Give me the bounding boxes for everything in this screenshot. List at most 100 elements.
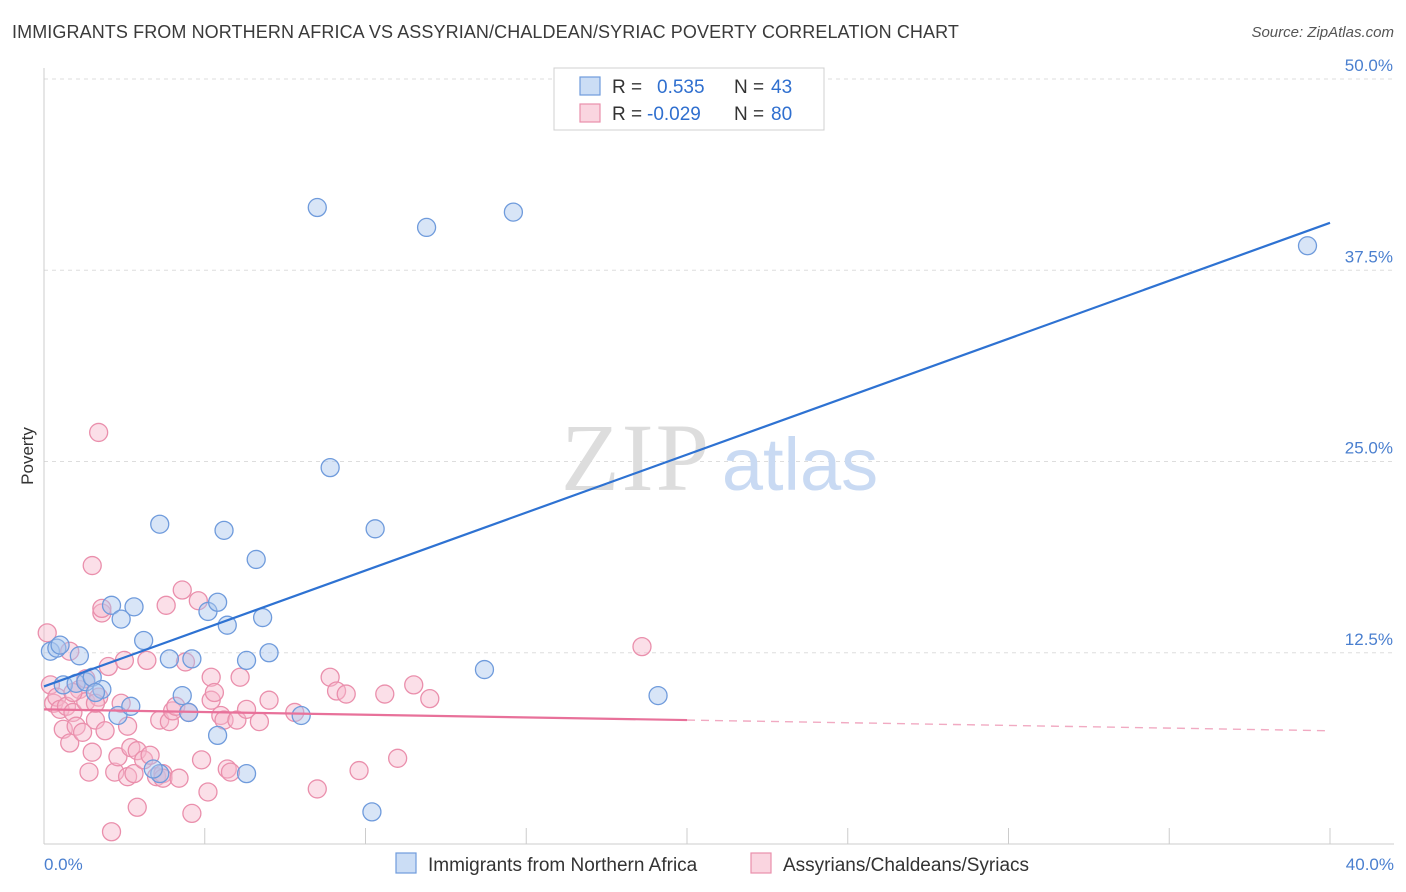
bottom-legend: Immigrants from Northern Africa Assyrian… bbox=[395, 852, 1029, 876]
legend-r-value-blue: 0.535 bbox=[657, 77, 705, 98]
legend-n-value-pink: 80 bbox=[771, 104, 792, 125]
y-axis-label: Poverty bbox=[18, 427, 37, 485]
x-tick-label-min: 0.0% bbox=[44, 855, 83, 874]
blue-point-41 bbox=[121, 696, 141, 716]
pink-point-63 bbox=[230, 667, 250, 687]
pink-point-66 bbox=[259, 690, 279, 710]
pink-point-33 bbox=[124, 763, 144, 784]
blue-point-38 bbox=[648, 685, 668, 706]
blue-point-15 bbox=[150, 514, 170, 534]
blue-trend-line bbox=[43, 221, 1331, 688]
blue-point-25 bbox=[236, 650, 257, 671]
pink-point-71 bbox=[336, 684, 356, 704]
pink-trend-line-dashed bbox=[686, 719, 1331, 732]
pink-point-0 bbox=[37, 623, 57, 643]
legend-r-label-pink: R = bbox=[612, 104, 642, 125]
x-tick-label-max: 40.0% bbox=[1346, 855, 1394, 874]
bottom-legend-swatch-pink bbox=[750, 852, 772, 874]
pink-point-21 bbox=[92, 603, 112, 623]
pink-point-54 bbox=[198, 782, 218, 802]
pink-point-68 bbox=[307, 779, 327, 799]
legend: R = 0.535 N = 43 R = -0.029 N = 80 bbox=[553, 67, 825, 131]
pink-point-61 bbox=[220, 762, 241, 782]
y-tick-label-2: 37.5% bbox=[1345, 247, 1393, 266]
legend-swatch-pink bbox=[579, 103, 601, 123]
watermark: ZIP atlas bbox=[561, 404, 878, 511]
y-tick-label-3: 50.0% bbox=[1345, 56, 1393, 75]
pink-point-19 bbox=[89, 422, 109, 443]
blue-point-42 bbox=[85, 682, 106, 703]
blue-point-29 bbox=[259, 643, 279, 663]
legend-swatch-blue bbox=[579, 76, 601, 96]
pink-point-53 bbox=[191, 750, 212, 770]
pink-point-12 bbox=[72, 722, 93, 742]
blue-point-23 bbox=[207, 725, 228, 746]
pink-point-43 bbox=[156, 595, 176, 615]
grid-lines bbox=[44, 78, 1394, 654]
blue-point-22 bbox=[217, 615, 237, 635]
pink-point-65 bbox=[249, 711, 270, 732]
pink-point-47 bbox=[169, 768, 189, 788]
blue-point-19 bbox=[182, 649, 202, 669]
watermark-atlas: atlas bbox=[722, 423, 878, 506]
blue-point-17 bbox=[172, 685, 192, 706]
blue-point-1 bbox=[47, 638, 67, 658]
bottom-legend-swatch-blue bbox=[395, 852, 417, 874]
blue-point-28 bbox=[252, 607, 273, 628]
blue-point-34 bbox=[362, 802, 382, 822]
pink-point-17 bbox=[82, 555, 102, 576]
pink-trend-line-solid bbox=[43, 708, 688, 722]
pink-series-points bbox=[37, 422, 652, 842]
blue-point-37 bbox=[503, 202, 524, 222]
pink-point-76 bbox=[420, 689, 440, 709]
blue-point-27 bbox=[246, 549, 266, 570]
bottom-legend-label-pink: Assyrians/Chaldeans/Syriacs bbox=[783, 855, 1029, 876]
blue-point-12 bbox=[134, 630, 154, 651]
blue-point-26 bbox=[236, 763, 257, 784]
x-axis-ticks bbox=[43, 828, 1331, 844]
pink-point-30 bbox=[117, 716, 138, 736]
blue-point-36 bbox=[474, 659, 495, 680]
blue-point-32 bbox=[320, 457, 340, 478]
y-tick-labels: 12.5% 25.0% 37.5% 50.0% bbox=[1345, 56, 1393, 649]
legend-n-value-blue: 43 bbox=[771, 77, 792, 98]
pink-point-57 bbox=[204, 682, 225, 703]
source-label: Source: ZipAtlas.com bbox=[1251, 24, 1394, 41]
pink-point-48 bbox=[172, 580, 192, 600]
legend-r-label-blue: R = bbox=[612, 77, 642, 98]
pink-point-72 bbox=[349, 760, 369, 781]
y-tick-label-1: 25.0% bbox=[1345, 439, 1393, 458]
legend-n-label-pink: N = bbox=[734, 104, 764, 125]
legend-n-label-blue: N = bbox=[734, 77, 764, 98]
blue-point-30 bbox=[291, 705, 311, 726]
pink-point-75 bbox=[404, 675, 424, 695]
pink-point-77 bbox=[632, 636, 652, 657]
blue-point-11 bbox=[124, 597, 144, 617]
blue-point-35 bbox=[416, 217, 437, 238]
legend-r-value-pink: -0.029 bbox=[647, 104, 701, 125]
blue-point-9 bbox=[101, 595, 122, 615]
chart-title: IMMIGRANTS FROM NORTHERN AFRICA VS ASSYR… bbox=[12, 22, 959, 42]
watermark-zip: ZIP bbox=[561, 404, 711, 511]
pink-point-56 bbox=[201, 667, 221, 687]
pink-point-52 bbox=[188, 591, 208, 611]
pink-point-51 bbox=[182, 803, 202, 824]
blue-point-21 bbox=[207, 592, 228, 612]
blue-point-33 bbox=[365, 519, 385, 539]
pink-point-62 bbox=[227, 710, 247, 730]
y-tick-label-0: 12.5% bbox=[1345, 630, 1393, 649]
pink-point-8 bbox=[60, 733, 80, 753]
axes bbox=[43, 68, 1394, 845]
pink-point-25 bbox=[101, 822, 122, 842]
blue-point-2 bbox=[50, 635, 70, 655]
trend-lines bbox=[43, 221, 1331, 732]
pink-point-15 bbox=[79, 762, 99, 782]
blue-point-31 bbox=[307, 197, 327, 218]
blue-point-14 bbox=[143, 759, 163, 779]
pink-point-34 bbox=[127, 797, 147, 817]
pink-point-16 bbox=[82, 742, 102, 762]
blue-point-24 bbox=[214, 520, 234, 540]
pink-point-73 bbox=[375, 684, 395, 704]
bottom-legend-label-blue: Immigrants from Northern Africa bbox=[428, 855, 698, 876]
